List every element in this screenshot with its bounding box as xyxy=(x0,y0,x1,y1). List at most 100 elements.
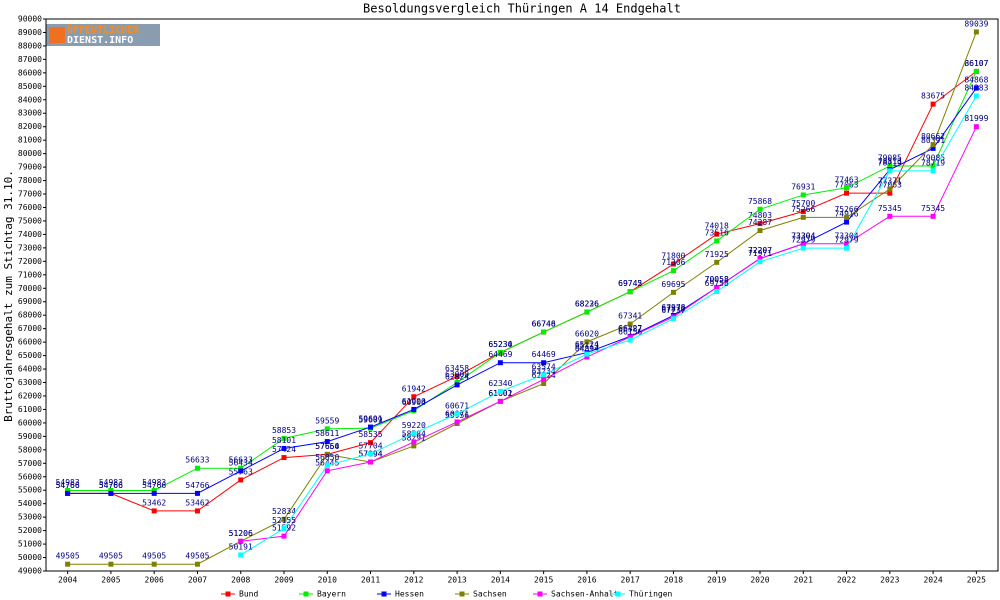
data-label: 67737 xyxy=(661,306,685,315)
data-label: 51206 xyxy=(229,529,253,538)
y-tick-label: 85000 xyxy=(18,82,42,91)
data-label: 75345 xyxy=(878,204,902,213)
data-label: 72979 xyxy=(834,236,858,245)
data-label: 80662 xyxy=(921,132,945,141)
y-tick-label: 84000 xyxy=(18,95,42,104)
data-label: 75266 xyxy=(791,205,815,214)
data-label: 66748 xyxy=(532,320,556,329)
data-label: 78719 xyxy=(921,158,945,167)
y-tick-label: 75000 xyxy=(18,216,42,225)
y-tick-label: 67000 xyxy=(18,324,42,333)
point-marker xyxy=(627,289,633,295)
x-tick-label: 2004 xyxy=(58,576,77,585)
x-tick-label: 2016 xyxy=(577,576,596,585)
point-marker xyxy=(973,68,979,74)
data-label: 64469 xyxy=(488,350,512,359)
data-label: 70058 xyxy=(705,275,729,284)
x-tick-label: 2024 xyxy=(923,576,942,585)
point-marker xyxy=(281,435,287,441)
point-marker xyxy=(887,213,893,219)
data-label: 69742 xyxy=(618,279,642,288)
y-tick-label: 90000 xyxy=(18,15,42,24)
data-label: 59691 xyxy=(358,415,382,424)
data-label: 73304 xyxy=(834,231,858,240)
y-tick-label: 87000 xyxy=(18,55,42,64)
data-label: 77371 xyxy=(878,177,902,186)
point-marker xyxy=(454,373,460,379)
data-label: 77063 xyxy=(878,181,902,190)
point-marker xyxy=(324,426,330,432)
data-label: 86107 xyxy=(964,59,988,68)
x-tick-label: 2021 xyxy=(794,576,813,585)
legend-label: Sachsen xyxy=(473,590,507,599)
point-marker xyxy=(281,455,287,461)
data-label: 75868 xyxy=(748,197,772,206)
y-tick-label: 73000 xyxy=(18,243,42,252)
point-marker xyxy=(281,445,287,451)
point-marker xyxy=(714,284,720,290)
data-label: 49505 xyxy=(99,552,123,561)
y-tick-label: 60000 xyxy=(18,418,42,427)
y-tick-label: 77000 xyxy=(18,190,42,199)
point-marker xyxy=(497,398,503,404)
data-label: 73516 xyxy=(705,228,729,237)
point-marker xyxy=(930,101,936,107)
point-marker xyxy=(368,440,374,446)
y-tick-label: 62000 xyxy=(18,391,42,400)
data-label: 89039 xyxy=(964,19,988,28)
x-tick-label: 2023 xyxy=(880,576,899,585)
y-tick-label: 57000 xyxy=(18,459,42,468)
point-marker xyxy=(844,219,850,225)
point-marker xyxy=(757,256,763,262)
point-marker xyxy=(800,214,806,220)
point-marker xyxy=(800,209,806,215)
data-label: 56434 xyxy=(229,458,253,467)
point-marker xyxy=(887,186,893,192)
data-label: 58101 xyxy=(272,436,296,445)
data-label: 58611 xyxy=(315,429,339,438)
point-marker xyxy=(844,241,850,247)
series-line xyxy=(67,87,977,494)
data-label: 67978 xyxy=(661,303,685,312)
series-line xyxy=(67,71,977,491)
data-label: 78813 xyxy=(878,157,902,166)
point-marker xyxy=(627,337,633,343)
data-label: 60671 xyxy=(445,401,469,410)
y-tick-label: 79000 xyxy=(18,163,42,172)
y-tick-label: 81000 xyxy=(18,136,42,145)
legend-label: Hessen xyxy=(395,590,424,599)
data-label: 79085 xyxy=(921,153,945,162)
point-marker xyxy=(411,443,417,449)
y-tick-label: 78000 xyxy=(18,176,42,185)
point-marker xyxy=(930,145,936,151)
data-label: 74018 xyxy=(705,222,729,231)
point-marker xyxy=(151,508,157,514)
data-label: 61000 xyxy=(402,397,426,406)
data-label: 77463 xyxy=(834,175,858,184)
point-marker xyxy=(281,533,287,539)
point-marker xyxy=(541,372,547,378)
data-label: 68236 xyxy=(575,300,599,309)
data-label: 63000 xyxy=(445,370,469,379)
y-tick-label: 71000 xyxy=(18,270,42,279)
y-tick-label: 86000 xyxy=(18,68,42,77)
data-label: 65230 xyxy=(488,340,512,349)
point-marker xyxy=(930,163,936,169)
point-marker xyxy=(368,424,374,430)
point-marker xyxy=(65,561,71,567)
point-marker xyxy=(930,168,936,174)
point-marker xyxy=(368,459,374,465)
data-label: 65224 xyxy=(575,340,599,349)
x-tick-label: 2006 xyxy=(145,576,164,585)
point-marker xyxy=(108,561,114,567)
x-tick-label: 2007 xyxy=(188,576,207,585)
y-tick-label: 76000 xyxy=(18,203,42,212)
y-tick-label: 88000 xyxy=(18,41,42,50)
data-label: 70058 xyxy=(705,275,729,284)
x-tick-label: 2008 xyxy=(231,576,250,585)
y-tick-label: 49000 xyxy=(18,567,42,576)
point-marker xyxy=(411,394,417,400)
point-marker xyxy=(973,93,979,99)
data-label: 56633 xyxy=(185,456,209,465)
point-marker xyxy=(670,261,676,267)
